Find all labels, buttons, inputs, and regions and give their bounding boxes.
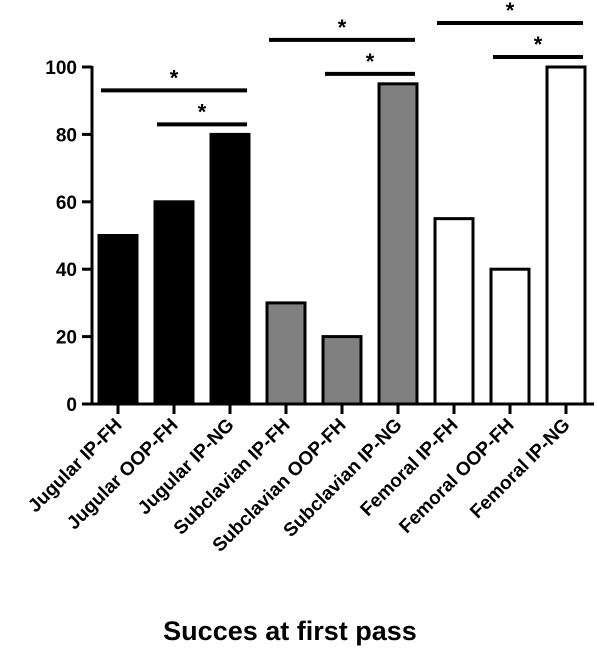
significance-star: * — [534, 32, 543, 57]
significance-star: * — [170, 65, 179, 90]
y-tick-label: 0 — [66, 395, 77, 416]
significance-star: * — [506, 0, 515, 23]
bar — [433, 217, 475, 406]
significance-star: * — [366, 49, 375, 74]
x-tick-label: Jugular IP-NG — [134, 415, 238, 519]
x-tick-label: Femoral IP-FH — [357, 415, 463, 521]
x-tick-label: Jugular IP-FH — [24, 415, 126, 517]
significance-markers: * * * * * * — [101, 0, 583, 127]
y-tick-label: 100 — [45, 58, 77, 79]
bar — [97, 234, 139, 406]
bars — [97, 65, 587, 406]
bar — [265, 301, 307, 406]
bar — [489, 267, 531, 406]
y-axis: 0 20 40 60 80 100 — [45, 58, 94, 416]
x-axis-label: Succes at first pass — [163, 616, 417, 646]
bar — [209, 132, 251, 406]
y-tick-label: 80 — [56, 125, 77, 146]
y-tick-label: 20 — [56, 328, 77, 349]
significance-star: * — [338, 15, 347, 40]
y-tick-label: 60 — [56, 193, 77, 214]
bar — [153, 200, 195, 406]
bar — [377, 82, 419, 406]
bar — [545, 65, 587, 406]
bar — [321, 335, 363, 406]
significance-star: * — [198, 99, 207, 124]
y-tick-label: 40 — [56, 260, 77, 281]
x-tick-label: Femoral IP-NG — [466, 415, 574, 523]
